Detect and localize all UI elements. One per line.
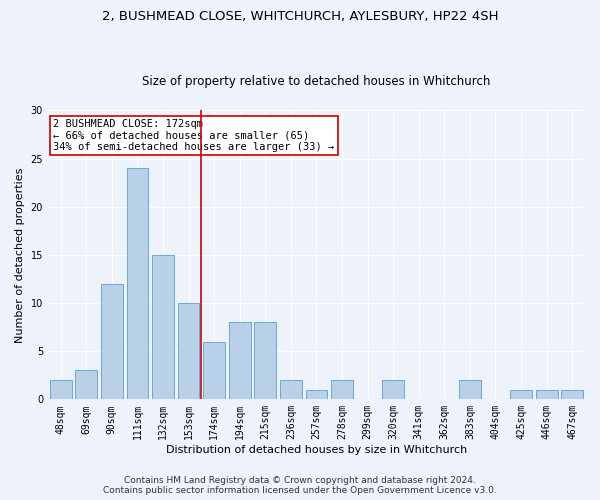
Bar [50,380,71,400]
Bar [178,303,199,400]
Bar [305,390,328,400]
Bar [562,390,583,400]
Bar [152,255,174,400]
Text: 2 BUSHMEAD CLOSE: 172sqm
← 66% of detached houses are smaller (65)
34% of semi-d: 2 BUSHMEAD CLOSE: 172sqm ← 66% of detach… [53,119,335,152]
Bar [101,284,123,400]
Bar [510,390,532,400]
X-axis label: Distribution of detached houses by size in Whitchurch: Distribution of detached houses by size … [166,445,467,455]
Title: Size of property relative to detached houses in Whitchurch: Size of property relative to detached ho… [142,76,491,88]
Bar [127,168,148,400]
Bar [229,322,251,400]
Bar [203,342,225,400]
Text: Contains HM Land Registry data © Crown copyright and database right 2024.
Contai: Contains HM Land Registry data © Crown c… [103,476,497,495]
Text: 2, BUSHMEAD CLOSE, WHITCHURCH, AYLESBURY, HP22 4SH: 2, BUSHMEAD CLOSE, WHITCHURCH, AYLESBURY… [102,10,498,23]
Bar [254,322,276,400]
Bar [76,370,97,400]
Bar [382,380,404,400]
Bar [459,380,481,400]
Bar [536,390,557,400]
Bar [331,380,353,400]
Y-axis label: Number of detached properties: Number of detached properties [15,167,25,342]
Bar [280,380,302,400]
